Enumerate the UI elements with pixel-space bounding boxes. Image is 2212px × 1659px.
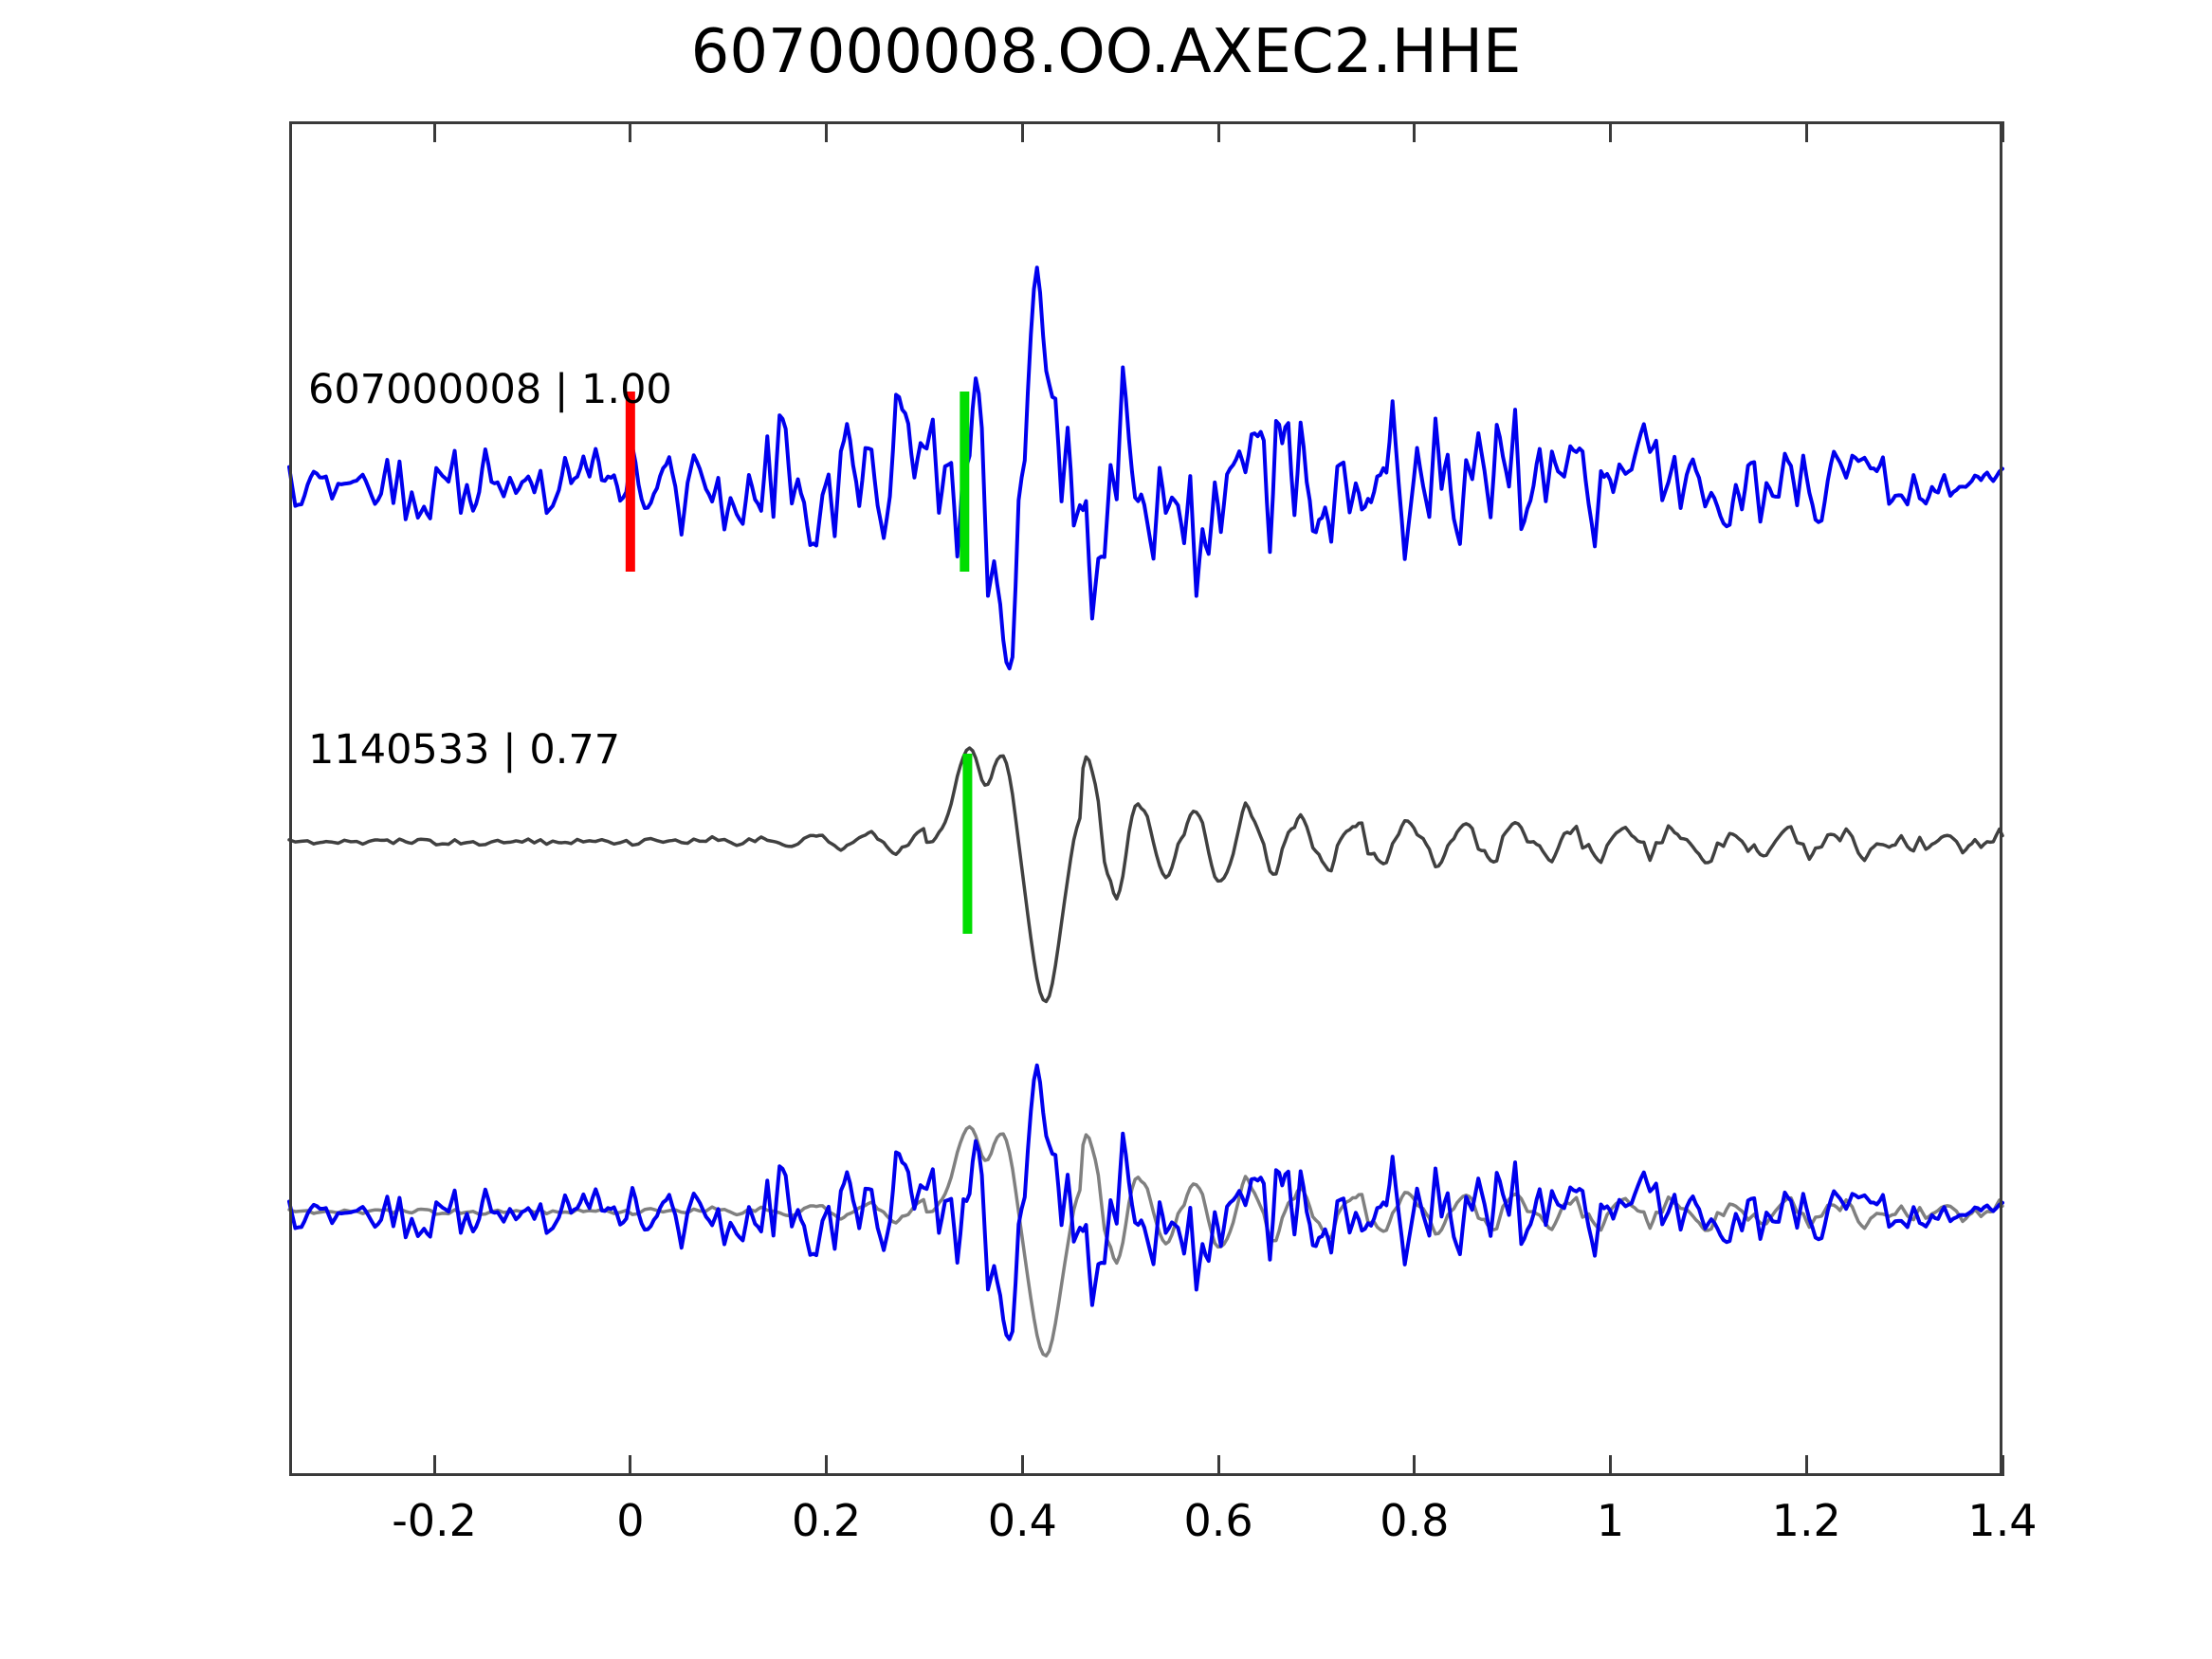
x-tick-label: 0 — [616, 1495, 645, 1546]
x-tick-label: 1.2 — [1771, 1495, 1841, 1546]
arrival-pick-marker-trace1 — [960, 392, 970, 572]
x-tick-label: 0.6 — [1183, 1495, 1253, 1546]
trace-label-1140533: 1140533 | 0.77 — [308, 726, 621, 774]
x-tick-label: 0.2 — [791, 1495, 862, 1546]
x-tick-bottom — [1413, 1455, 1417, 1476]
plot-axes: 607000008 | 1.00 1140533 | 0.77 -0.2 0 0.2… — [287, 121, 2038, 1546]
x-tick-top — [629, 121, 632, 142]
x-tick-top — [1609, 121, 1613, 142]
waveform-path-607000008 — [287, 265, 2004, 671]
waveform-path-1140533 — [287, 746, 2004, 1004]
x-tick-bottom — [432, 1455, 436, 1476]
pick-marker-layer — [625, 392, 973, 934]
arrival-pick-marker-trace2 — [962, 754, 973, 934]
x-tick-label: 0.8 — [1380, 1495, 1450, 1546]
overlay-path-observed — [287, 1063, 2004, 1341]
x-tick-top — [825, 121, 829, 142]
x-tick-top — [1413, 121, 1417, 142]
x-tick-bottom — [1804, 1455, 1808, 1476]
x-tick-bottom — [1609, 1455, 1613, 1476]
x-tick-label: 1 — [1596, 1495, 1625, 1546]
x-tick-bottom — [629, 1455, 632, 1476]
x-tick-bottom — [825, 1455, 829, 1476]
x-tick-label: 0.4 — [987, 1495, 1057, 1546]
x-tick-top — [1804, 121, 1808, 142]
x-tick-label: 1.4 — [1967, 1495, 2038, 1546]
x-tick-top — [1020, 121, 1024, 142]
x-tick-top — [432, 121, 436, 142]
x-tick-bottom — [2001, 1455, 2004, 1476]
trace-group-overlay-panel3 — [287, 1063, 2004, 1358]
page-title: 607000008.OO.AXEC2.HHE — [690, 17, 1522, 87]
x-tick-bottom — [1020, 1455, 1024, 1476]
waveform-layer — [287, 265, 2004, 1358]
x-tick-top — [1216, 121, 1220, 142]
x-tick-label: -0.2 — [392, 1495, 477, 1546]
x-tick-top — [2001, 121, 2004, 142]
trace-group-template-panel2 — [287, 746, 2004, 1004]
trace-label-607000008: 607000008 | 1.00 — [308, 366, 672, 413]
x-tick-bottom — [1216, 1455, 1220, 1476]
origin-pick-marker — [625, 392, 635, 572]
trace-group-observed-panel1 — [287, 265, 2004, 671]
